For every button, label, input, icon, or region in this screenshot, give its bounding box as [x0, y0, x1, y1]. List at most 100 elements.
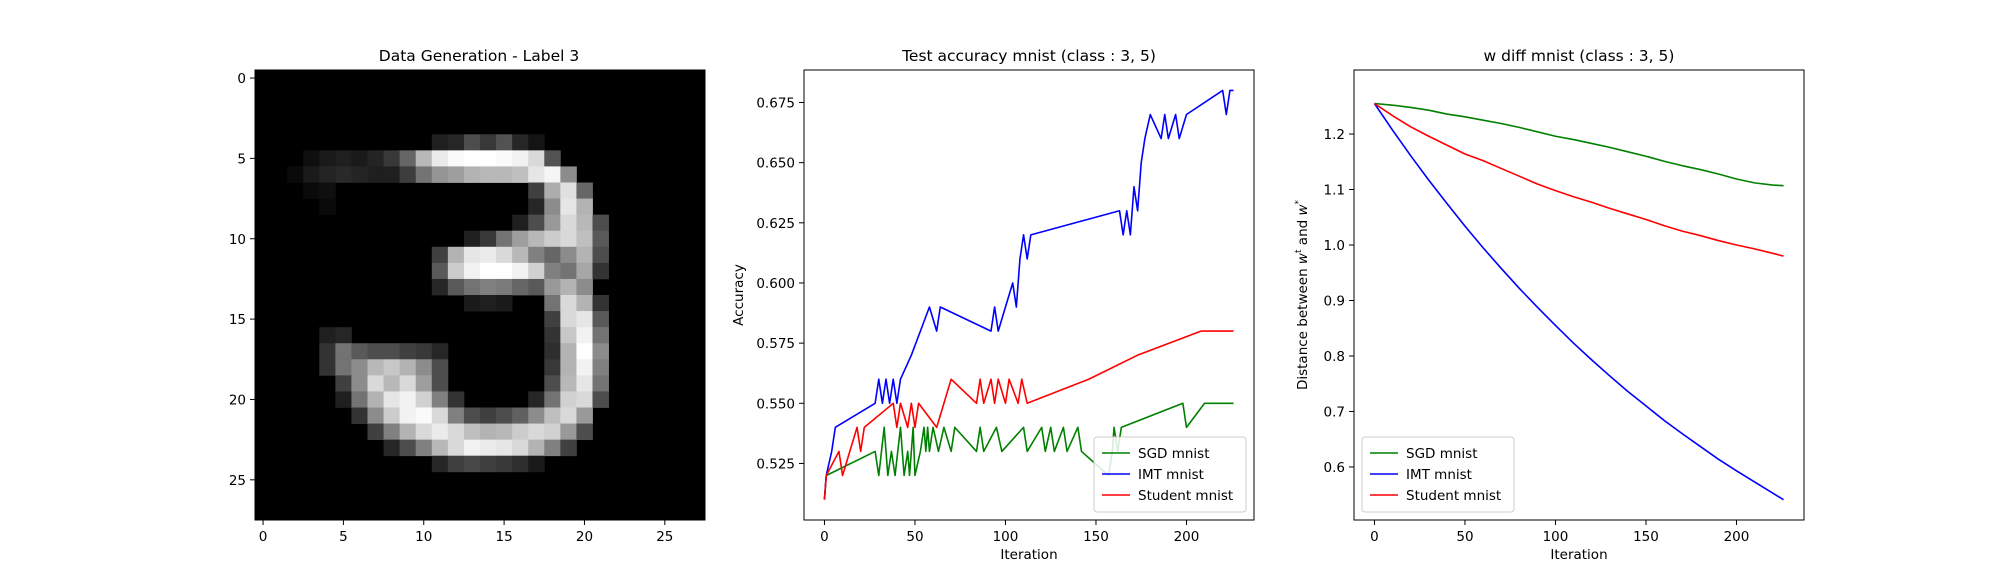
- accuracy-legend: SGD mnist IMT mnist Student mnist: [1093, 436, 1247, 513]
- image-pixel: [496, 150, 513, 167]
- x-tick-label: 100: [1543, 529, 1569, 545]
- y-tick-label: 10: [229, 232, 246, 248]
- image-pixel: [528, 278, 545, 296]
- y-tick-label: 0.650: [756, 156, 795, 172]
- image-pixel: [447, 407, 465, 424]
- panel-1-title: Data Generation - Label 3: [379, 47, 579, 65]
- image-pixel: [431, 262, 449, 280]
- image-pixel: [560, 407, 577, 424]
- x-tick-label: 200: [1724, 529, 1750, 545]
- image-pixel: [512, 423, 529, 441]
- y-tick-label: 1.2: [1324, 127, 1345, 143]
- image-pixel: [480, 455, 497, 473]
- image-pixel: [576, 359, 593, 376]
- image-pixel: [463, 134, 481, 151]
- x-tick-label: 150: [1083, 529, 1109, 545]
- image-pixel: [496, 262, 513, 280]
- y-tick-label: 0.675: [756, 95, 795, 111]
- image-pixel: [367, 150, 384, 167]
- image-pixel: [399, 391, 417, 408]
- image-pixel: [528, 246, 545, 264]
- image-pixel: [383, 439, 401, 457]
- image-pixel: [592, 246, 609, 264]
- image-pixel: [399, 359, 417, 376]
- image-pixel: [463, 278, 481, 296]
- image-pixel: [399, 166, 417, 183]
- image-pixel: [367, 375, 384, 392]
- image-pixel: [480, 166, 497, 183]
- image-pixel: [463, 262, 481, 280]
- image-pixel: [303, 182, 320, 199]
- image-pixel: [576, 295, 593, 312]
- image-pixel: [351, 166, 368, 183]
- image-pixel: [463, 455, 481, 473]
- image-pixel: [576, 230, 593, 248]
- image-pixel: [560, 230, 577, 248]
- image-pixel: [431, 166, 449, 183]
- image-pixel: [415, 150, 433, 167]
- image-pixel: [399, 423, 417, 441]
- accuracy-ticks: 0 50 100 150 200 0.525 0.550 0.575 0.600 0.625 0.6…: [756, 95, 1199, 545]
- image-pixel: [576, 407, 593, 424]
- image-pixel: [592, 343, 609, 360]
- image-pixel: [560, 198, 577, 216]
- image-pixel: [335, 375, 352, 392]
- image-pixel: [512, 455, 529, 473]
- image-pixel: [544, 439, 561, 457]
- image-pixel: [528, 134, 545, 151]
- image-pixel: [576, 278, 593, 296]
- image-pixel: [528, 150, 545, 167]
- y-tick-label: 0: [237, 71, 246, 87]
- panel-w-diff: w diff mnist (class : 3, 5) 0 50 100 150 200…: [1294, 47, 1805, 563]
- image-pixel: [544, 391, 561, 408]
- image-pixel: [447, 278, 465, 296]
- image-pixel: [463, 150, 481, 167]
- image-pixel: [512, 230, 529, 248]
- image-pixel: [319, 182, 336, 199]
- image-pixel: [463, 166, 481, 183]
- image-pixel: [544, 150, 561, 167]
- image-pixel: [592, 262, 609, 280]
- image-pixel: [319, 198, 336, 216]
- image-pixel: [383, 391, 401, 408]
- image-pixel: [303, 166, 320, 183]
- image-pixel: [415, 407, 433, 424]
- y-tick-label: 0.8: [1324, 349, 1345, 365]
- image-pixel: [351, 407, 368, 424]
- image-pixel: [544, 198, 561, 216]
- legend-label: IMT mnist: [1138, 467, 1204, 483]
- image-pixel: [415, 375, 433, 392]
- wdiff-series: [1373, 102, 1784, 501]
- panel-2-title: Test accuracy mnist (class : 3, 5): [901, 47, 1156, 65]
- image-pixel: [560, 295, 577, 312]
- image-pixel: [528, 455, 545, 473]
- wdiff-ticks: 0 50 100 150 200 0.6 0.7 0.8 0.9 1.0 1.1 1.2: [1324, 127, 1750, 545]
- image-pixel: [383, 166, 401, 183]
- y-tick-label: 0.550: [756, 396, 795, 412]
- y-tick-label: 0.625: [756, 216, 795, 232]
- image-pixel: [544, 182, 561, 199]
- image-pixel: [544, 423, 561, 441]
- legend-label: Student mnist: [1138, 488, 1233, 504]
- image-pixel: [463, 439, 481, 457]
- image-pixel: [463, 246, 481, 264]
- series-line-student-mnist: [1374, 102, 1784, 257]
- y-tick-label: 0.525: [756, 456, 795, 472]
- image-pixel: [528, 262, 545, 280]
- image-pixel: [431, 278, 449, 296]
- image-pixel: [431, 150, 449, 167]
- image-pixels: [287, 134, 609, 473]
- image-pixel: [480, 295, 497, 312]
- image-pixel: [447, 455, 465, 473]
- image-pixel: [447, 166, 465, 183]
- image-pixel: [480, 439, 497, 457]
- image-pixel: [592, 311, 609, 328]
- image-pixel: [319, 150, 336, 167]
- image-pixel: [431, 455, 449, 473]
- image-pixel: [431, 439, 449, 457]
- y-tick-label: 0.9: [1324, 293, 1345, 309]
- image-pixel: [399, 343, 417, 360]
- image-pixel: [544, 214, 561, 232]
- image-pixel: [544, 343, 561, 360]
- y-tick-label: 0.575: [756, 336, 795, 352]
